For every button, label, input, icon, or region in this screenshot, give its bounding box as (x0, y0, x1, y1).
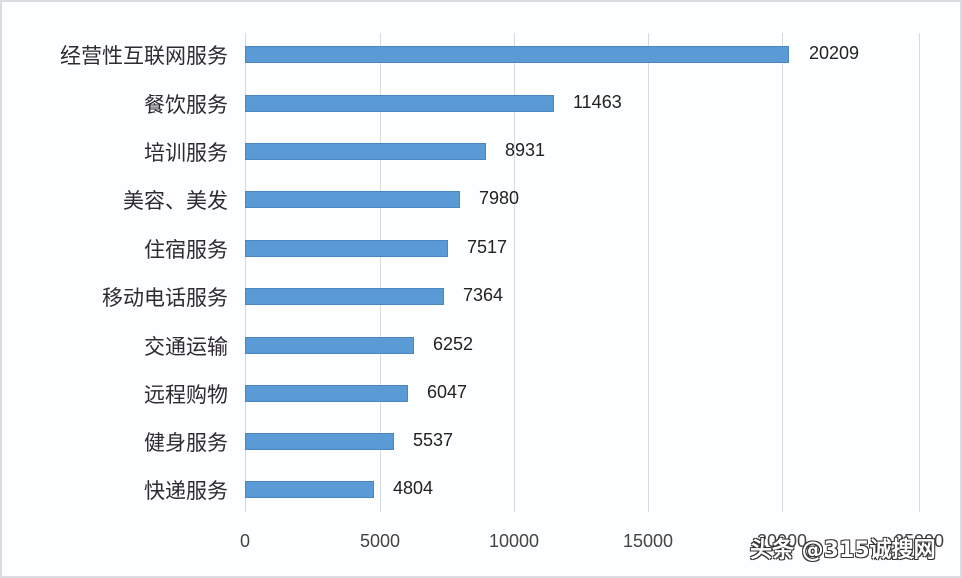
bar (245, 191, 460, 208)
gridline-15000 (648, 33, 649, 512)
category-label: 餐饮服务 (144, 93, 228, 117)
value-label: 7980 (479, 188, 520, 208)
value-label: 6252 (433, 334, 474, 354)
x-tick-label: 10000 (488, 531, 540, 551)
x-tick-label: 5000 (359, 531, 401, 551)
value-label: 6047 (427, 382, 468, 402)
category-label: 美容、美发 (123, 189, 228, 213)
category-label: 住宿服务 (144, 238, 228, 262)
x-tick-label: 0 (239, 531, 251, 551)
value-label: 5537 (413, 430, 454, 450)
category-label: 交通运输 (144, 335, 228, 359)
x-tick-label: 20000 (756, 531, 808, 551)
category-label: 培训服务 (144, 141, 228, 165)
gridline-10000 (514, 33, 515, 512)
gridline-0 (245, 33, 246, 512)
bar (245, 433, 394, 450)
value-label: 4804 (393, 478, 434, 498)
bar (245, 385, 408, 402)
x-tick-label: 15000 (622, 531, 674, 551)
category-label: 经营性互联网服务 (60, 44, 228, 68)
gridline-5000 (380, 33, 381, 512)
bar (245, 288, 444, 305)
bar (245, 481, 374, 498)
value-label: 11463 (573, 92, 622, 112)
bar (245, 95, 554, 112)
gridline-20000 (782, 33, 783, 512)
watermark: 头条 @315诚搜网 (750, 538, 936, 563)
x-tick-label: 25000 (893, 531, 945, 551)
value-label: 7364 (463, 285, 504, 305)
bar (245, 337, 414, 354)
value-label: 7517 (467, 237, 508, 257)
plot-area (245, 33, 920, 512)
category-label: 远程购物 (144, 383, 228, 407)
bar (245, 143, 486, 160)
category-label: 健身服务 (144, 431, 228, 455)
bar (245, 46, 789, 63)
value-label: 20209 (809, 43, 860, 63)
category-label: 移动电话服务 (102, 286, 228, 310)
value-label: 8931 (505, 140, 546, 160)
gridline-25000 (919, 33, 920, 512)
bar (245, 240, 448, 257)
category-label: 快递服务 (144, 479, 228, 503)
